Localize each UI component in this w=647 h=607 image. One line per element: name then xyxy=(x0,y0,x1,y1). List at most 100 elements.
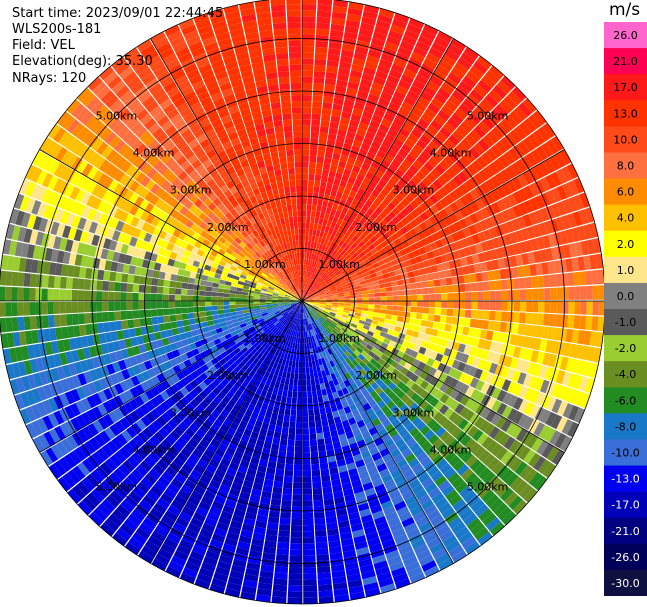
ppi-gate xyxy=(355,371,364,380)
ppi-gate xyxy=(375,422,385,432)
ppi-gate xyxy=(318,138,327,146)
ppi-gate xyxy=(317,0,333,6)
ppi-gate xyxy=(303,306,307,313)
ppi-gate xyxy=(450,324,458,334)
ppi-gate xyxy=(394,326,402,333)
ppi-gate xyxy=(443,434,456,447)
ppi-gate xyxy=(348,585,364,595)
ppi-gate xyxy=(302,76,313,84)
ppi-gate xyxy=(328,227,334,235)
ppi-gate xyxy=(315,268,321,275)
ppi-gate xyxy=(409,427,420,438)
ppi-gate xyxy=(313,321,318,328)
ppi-gate xyxy=(559,356,569,371)
ppi-gate xyxy=(506,278,514,290)
ppi-gate xyxy=(282,420,290,428)
ppi-gate xyxy=(380,342,389,350)
ppi-gate xyxy=(413,543,429,556)
ppi-gate xyxy=(387,163,398,174)
ppi-gate xyxy=(299,337,302,344)
ppi-gate xyxy=(314,217,320,224)
ppi-gate xyxy=(314,378,320,385)
ppi-gate xyxy=(408,112,421,123)
ppi-gate xyxy=(417,436,428,447)
ppi-gate xyxy=(373,308,381,313)
ppi-gate xyxy=(476,432,489,446)
ppi-gate xyxy=(358,217,367,226)
ppi-gate xyxy=(385,309,393,315)
ppi-gate xyxy=(477,231,487,243)
ppi-gate xyxy=(403,408,414,418)
ppi-gate xyxy=(430,168,442,179)
ppi-gate xyxy=(287,341,292,348)
ppi-gate xyxy=(348,203,357,212)
ppi-gate xyxy=(487,320,495,331)
ppi-gate xyxy=(522,170,534,185)
ppi-gate xyxy=(372,239,381,248)
ppi-gate xyxy=(383,183,394,193)
ppi-gate xyxy=(199,290,206,296)
ppi-gate xyxy=(313,341,317,348)
ppi-gate xyxy=(438,270,446,279)
ppi-gate xyxy=(385,357,394,365)
ppi-gate xyxy=(559,259,568,273)
ppi-gate xyxy=(365,278,373,284)
ppi-gate xyxy=(215,566,230,577)
ppi-gate xyxy=(343,379,351,388)
ppi-gate xyxy=(354,193,363,202)
ppi-gate xyxy=(361,204,370,213)
ppi-gate xyxy=(180,307,188,314)
ppi-gate xyxy=(448,332,457,342)
ppi-gate xyxy=(562,403,574,419)
ppi-gate xyxy=(316,10,332,18)
ppi-gate xyxy=(278,450,287,458)
ppi-gate xyxy=(290,543,302,550)
ppi-gate xyxy=(176,320,184,328)
ppi-gate xyxy=(413,269,421,277)
ppi-gate xyxy=(460,238,469,248)
ppi-gate xyxy=(392,377,401,386)
ppi-gate xyxy=(349,170,359,179)
ppi-gate xyxy=(337,322,344,328)
ppi-gate xyxy=(144,293,151,301)
ppi-gate xyxy=(408,18,425,30)
ppi-gate xyxy=(522,214,533,228)
ppi-gate xyxy=(418,346,427,355)
ppi-gate xyxy=(518,446,531,461)
ppi-gate xyxy=(486,397,497,410)
ppi-gate xyxy=(518,121,532,137)
ppi-gate xyxy=(522,137,536,152)
ppi-gate xyxy=(579,192,590,209)
ppi-gate xyxy=(460,138,473,151)
ppi-gate xyxy=(548,155,561,171)
ppi-gate xyxy=(342,311,349,316)
ppi-gate xyxy=(321,337,327,345)
ppi-gate xyxy=(351,219,359,228)
ppi-gate xyxy=(255,520,267,529)
ppi-gate xyxy=(362,301,369,305)
ppi-gate xyxy=(412,79,426,91)
ppi-gate xyxy=(274,400,281,408)
ppi-gate xyxy=(565,328,574,343)
ppi-gate xyxy=(413,324,421,332)
ppi-gate xyxy=(316,560,330,568)
ppi-gate xyxy=(545,339,554,353)
ppi-gate xyxy=(480,98,495,112)
ppi-gate xyxy=(471,159,483,173)
ppi-gate xyxy=(324,188,332,196)
ppi-gate xyxy=(323,431,331,439)
ppi-gate xyxy=(353,255,361,262)
ppi-gate xyxy=(387,390,397,400)
ppi-gate xyxy=(398,443,409,454)
ppi-gate xyxy=(477,121,491,134)
ppi-gate xyxy=(364,321,372,327)
ppi-gate xyxy=(120,310,128,321)
ppi-gate xyxy=(525,288,533,301)
ppi-gate xyxy=(314,282,320,289)
ppi-gate xyxy=(325,182,333,190)
ppi-gate xyxy=(403,259,412,267)
ppi-gate xyxy=(338,123,349,132)
ppi-gate xyxy=(347,281,354,286)
ppi-gate xyxy=(109,271,117,282)
